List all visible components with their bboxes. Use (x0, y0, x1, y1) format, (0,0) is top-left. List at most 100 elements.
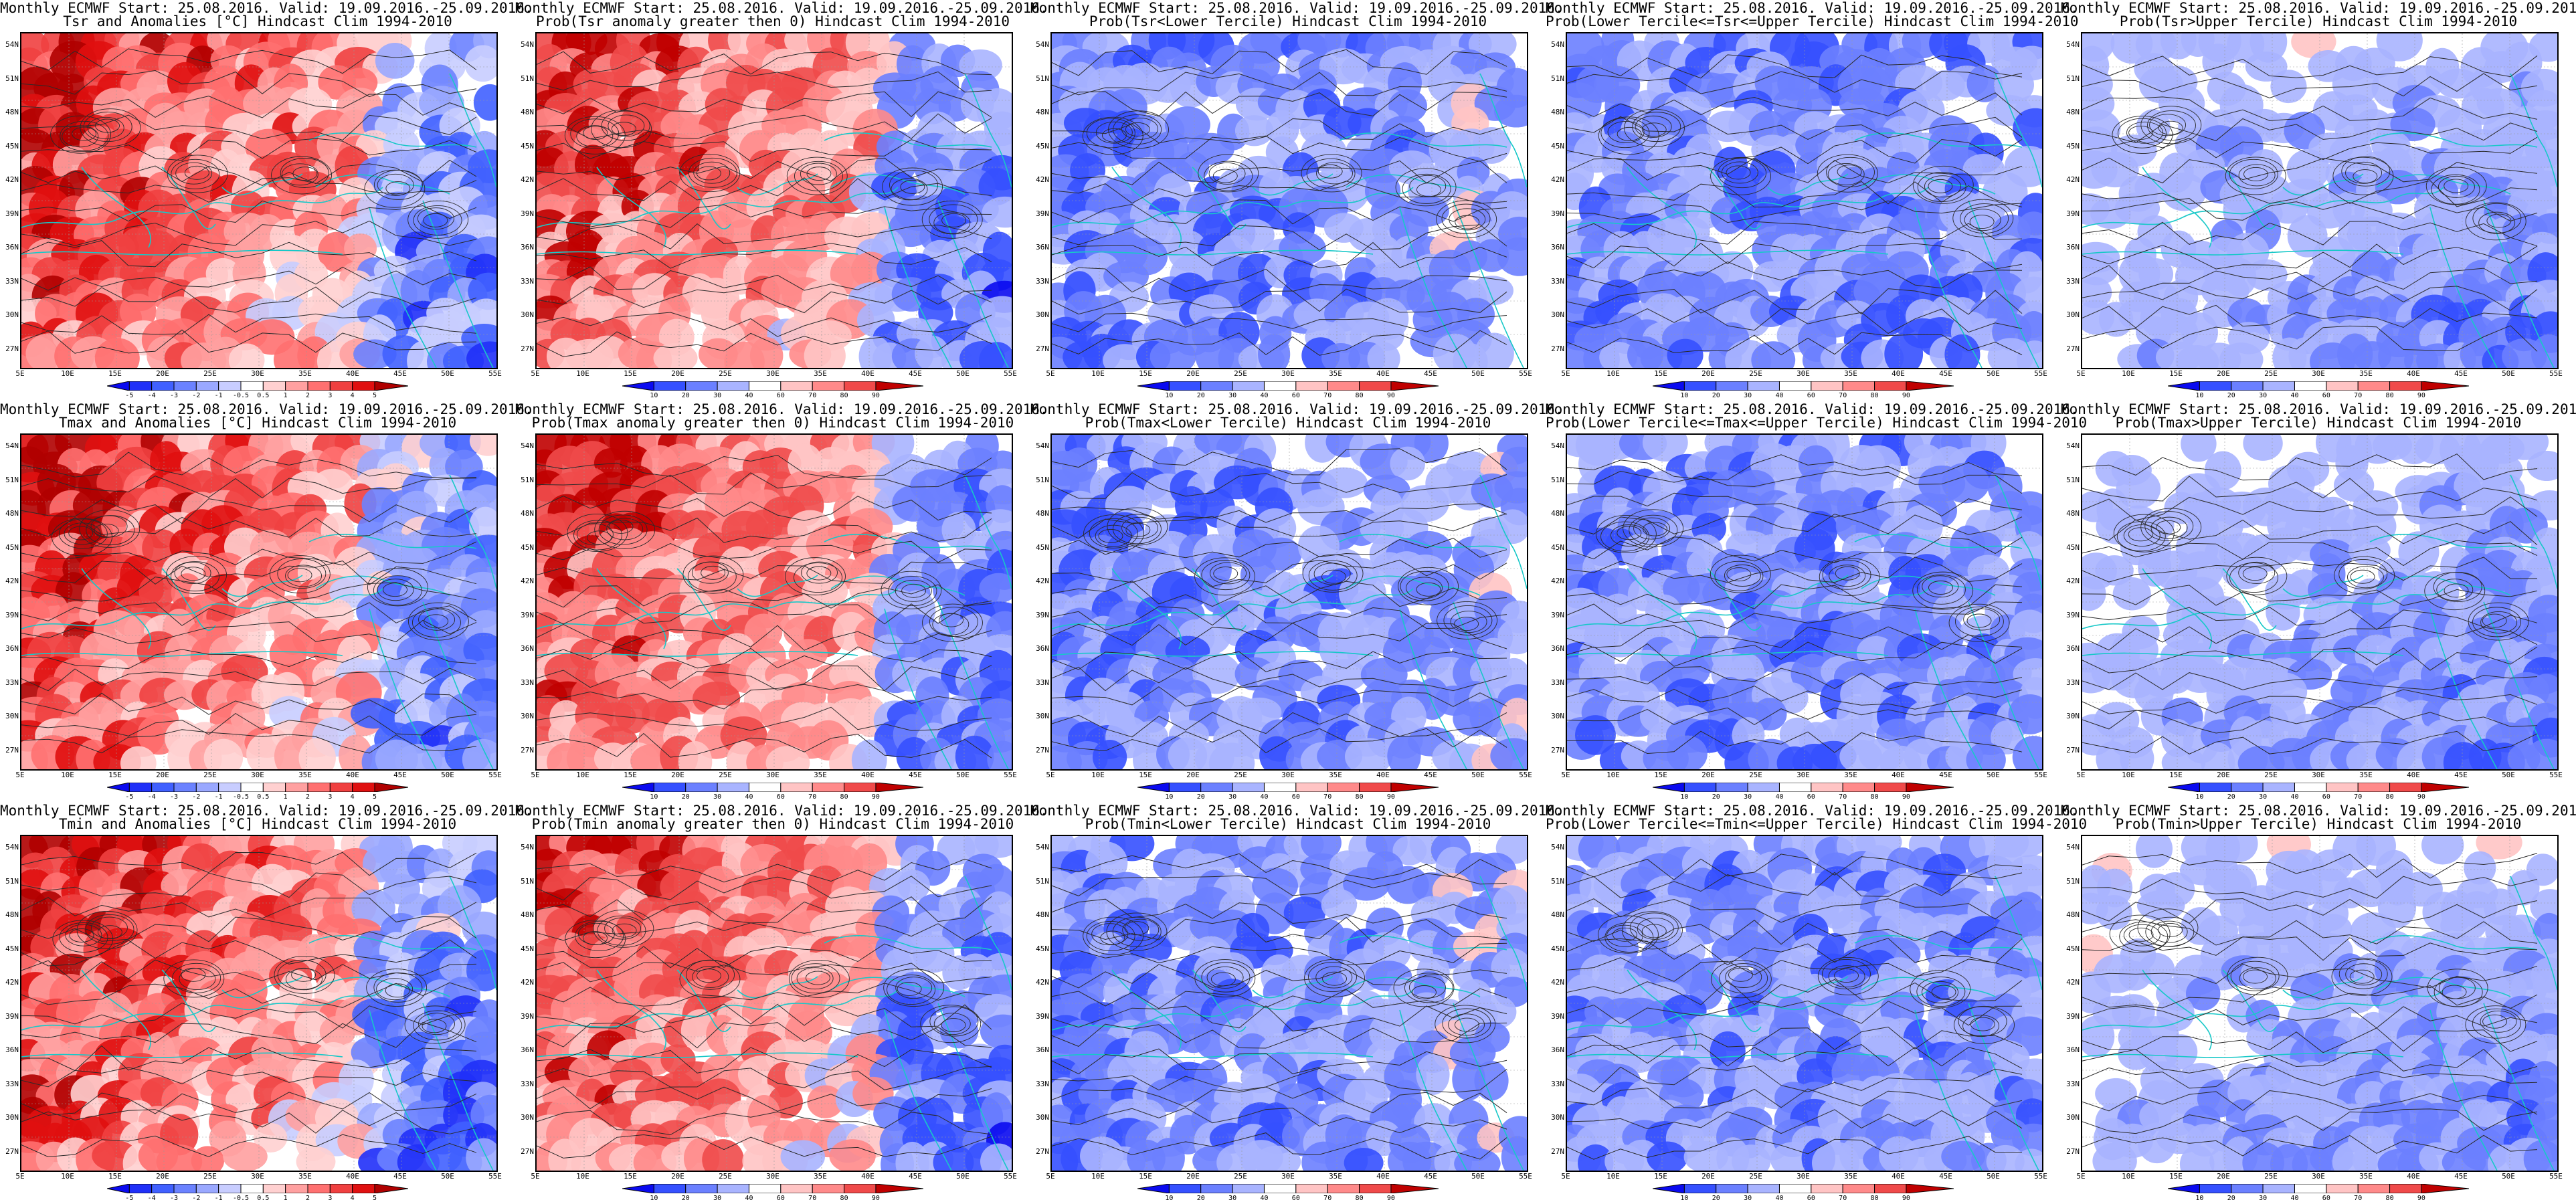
lon-label: 50E (956, 369, 970, 378)
colorbar-label: 80 (1870, 1195, 1879, 1202)
contour-lines (2082, 853, 2538, 1157)
colorbar-swatch (1359, 381, 1392, 391)
lon-label: 10E (2122, 1172, 2135, 1181)
colorbar-swatch (1200, 1184, 1233, 1193)
lat-label: 42N (1551, 577, 1564, 585)
colorbar (622, 381, 923, 391)
colorbar-label: 10 (650, 392, 658, 399)
lon-label: 15E (1654, 369, 1667, 378)
colorbar-swatch (1683, 783, 1717, 792)
colorbar-label: 3 (328, 1195, 333, 1202)
panel-tmin-5: Monthly ECMWF Start: 25.08.2016. Valid: … (2061, 803, 2576, 1204)
colorbar-swatch (1359, 1184, 1392, 1193)
lon-label: 45E (1424, 771, 1437, 779)
lon-label: 50E (1987, 771, 2000, 779)
lon-label: 40E (1376, 771, 1390, 779)
lat-label: 42N (2066, 978, 2080, 987)
lon-label: 25E (719, 369, 732, 378)
lon-label: 30E (251, 1172, 264, 1181)
lat-label: 42N (5, 175, 19, 184)
lon-label: 45E (1939, 369, 1952, 378)
colorbar-swatch (1747, 1184, 1780, 1193)
lat-label: 39N (2066, 610, 2080, 619)
colorbar-swatch (1906, 381, 1954, 391)
colorbar-swatch (2294, 1184, 2327, 1193)
lon-label: 10E (576, 369, 589, 378)
lat-label: 54N (521, 40, 534, 49)
lat-label: 51N (1551, 475, 1564, 484)
colorbar-label: -1 (214, 392, 223, 399)
panel-title-line1: Monthly ECMWF Start: 25.08.2016. Valid: … (1030, 0, 1564, 16)
lat-label: 27N (1551, 745, 1564, 755)
lat-label: 30N (521, 712, 534, 720)
map-frame (20, 835, 498, 1172)
lat-label: 39N (5, 209, 19, 218)
panel-title-line1: Monthly ECMWF Start: 25.08.2016. Valid: … (1546, 401, 2079, 417)
lat-label: 39N (1036, 610, 1049, 619)
lon-label: 40E (346, 1172, 359, 1181)
coastline (1567, 876, 2042, 1171)
graticule (1052, 33, 1527, 368)
colorbar-swatch (285, 381, 308, 391)
lon-label: 35E (1844, 1172, 1857, 1181)
colorbar-swatch (1168, 1184, 1202, 1193)
lat-label: 45N (521, 141, 534, 150)
colorbar-label: 40 (1260, 1195, 1269, 1202)
colorbar-label: 60 (1291, 392, 1300, 399)
lon-label: 50E (1987, 1172, 2000, 1181)
lon-label: 15E (1139, 771, 1152, 779)
lat-label: 27N (2066, 745, 2080, 755)
colorbar-swatch (717, 381, 749, 391)
colorbar-swatch (2262, 1184, 2295, 1193)
panel-tmax-1: Monthly ECMWF Start: 25.08.2016. Valid: … (0, 401, 533, 803)
lon-label: 5E (1561, 771, 1570, 779)
lat-label: 42N (2066, 175, 2080, 184)
lat-label: 48N (1036, 910, 1049, 919)
colorbar-swatch (1263, 1184, 1297, 1193)
colorbar-swatch (622, 783, 654, 792)
panel-title-line1: Monthly ECMWF Start: 25.08.2016. Valid: … (2061, 401, 2576, 417)
colorbar-swatch (653, 381, 686, 391)
colorbar-label: -1 (214, 793, 223, 801)
lat-label: 36N (2066, 644, 2080, 653)
colorbar-swatch (2262, 381, 2295, 391)
lon-label: 55E (2034, 771, 2047, 779)
colorbar-label: 40 (2290, 1195, 2299, 1202)
lon-label: 5E (1046, 1172, 1055, 1181)
lon-label: 50E (2502, 771, 2515, 779)
lon-label: 40E (861, 369, 875, 378)
coastline (2082, 474, 2557, 769)
panel-title-line2: Tmax and Anomalies [°C] Hindcast Clim 19… (58, 415, 457, 431)
lon-label: 10E (1091, 1172, 1105, 1181)
coastline (21, 73, 496, 368)
colorbar-label: 80 (1355, 392, 1364, 399)
colorbar-label: 40 (2290, 392, 2299, 399)
map-frame (535, 835, 1013, 1172)
colorbar-swatch (262, 783, 286, 792)
lon-label: 50E (956, 1172, 970, 1181)
panel-tmax-3: Monthly ECMWF Start: 25.08.2016. Valid: … (1030, 401, 1564, 803)
lon-label: 55E (1004, 369, 1017, 378)
colorbar-label: 80 (2385, 392, 2394, 399)
colorbar-swatch (653, 1184, 686, 1193)
panel-tsr-4: Monthly ECMWF Start: 25.08.2016. Valid: … (1546, 0, 2079, 401)
colorbar-label: 2 (305, 392, 310, 399)
colorbar-swatch (107, 381, 130, 391)
lat-label: 51N (5, 876, 19, 886)
lat-label: 42N (1551, 175, 1564, 184)
contour-lines (1567, 54, 2023, 356)
colorbar-swatch (2421, 783, 2469, 792)
colorbar-swatch (653, 783, 686, 792)
panel-title-line1: Monthly ECMWF Start: 25.08.2016. Valid: … (1030, 401, 1564, 417)
lat-label: 45N (1551, 944, 1564, 953)
panel-title-line2: Prob(Lower Tercile<=Tmin<=Upper Tercile)… (1546, 816, 2088, 832)
lat-label: 54N (1551, 843, 1564, 851)
lat-label: 27N (2066, 344, 2080, 353)
colorbar-label: 60 (1807, 793, 1815, 801)
lat-label: 27N (2066, 1146, 2080, 1156)
lon-label: 35E (1329, 1172, 1342, 1181)
colorbar-swatch (374, 381, 408, 391)
lon-label: 50E (441, 1172, 454, 1181)
lat-label: 45N (1036, 542, 1049, 552)
colorbar-label: -3 (169, 1195, 179, 1202)
